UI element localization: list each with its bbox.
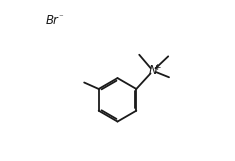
- Text: ⁻: ⁻: [58, 14, 63, 23]
- Text: N: N: [149, 64, 157, 77]
- Text: Br: Br: [46, 14, 59, 27]
- Text: +: +: [153, 63, 161, 72]
